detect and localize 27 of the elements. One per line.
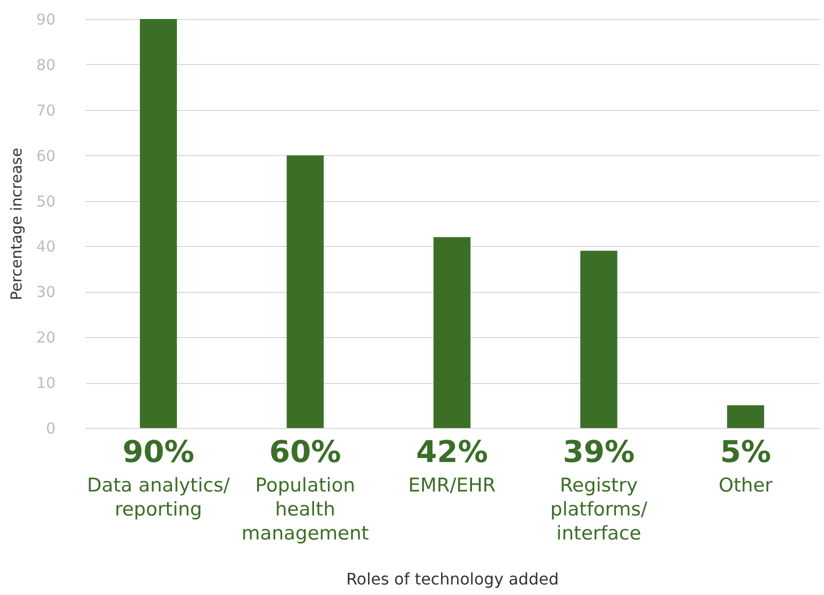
x-tick-label: Registry platforms/ interface	[550, 474, 648, 544]
y-tick-label: 90	[36, 10, 56, 28]
x-tick-label: Data analytics/ reporting	[87, 474, 230, 520]
x-tick-label: Other	[718, 474, 773, 496]
bar	[727, 405, 764, 428]
x-axis-title: Roles of technology added	[346, 570, 559, 588]
y-tick-label: 30	[36, 283, 56, 302]
data-label: 42%	[416, 435, 488, 470]
bar	[140, 19, 177, 428]
bar	[286, 155, 324, 428]
y-tick-label: 0	[46, 420, 56, 438]
y-axis-title: Percentage increase	[7, 148, 26, 300]
bar	[434, 237, 470, 428]
x-tick-label: EMR/EHR	[408, 474, 496, 496]
data-label: 60%	[269, 435, 342, 470]
y-tick-label: 70	[36, 101, 56, 120]
y-tick-label: 20	[36, 328, 56, 347]
y-tick-label: 50	[36, 192, 56, 210]
data-label: 90%	[122, 435, 194, 470]
y-tick-label: 80	[36, 56, 56, 74]
data-label: 5%	[720, 435, 772, 470]
y-tick-label: 40	[36, 238, 56, 256]
y-tick-label: 10	[36, 374, 56, 392]
bar	[580, 250, 618, 428]
x-tick-label: Population health management	[242, 474, 369, 544]
data-label: 39%	[562, 435, 635, 470]
y-tick-label: 60	[36, 146, 56, 165]
